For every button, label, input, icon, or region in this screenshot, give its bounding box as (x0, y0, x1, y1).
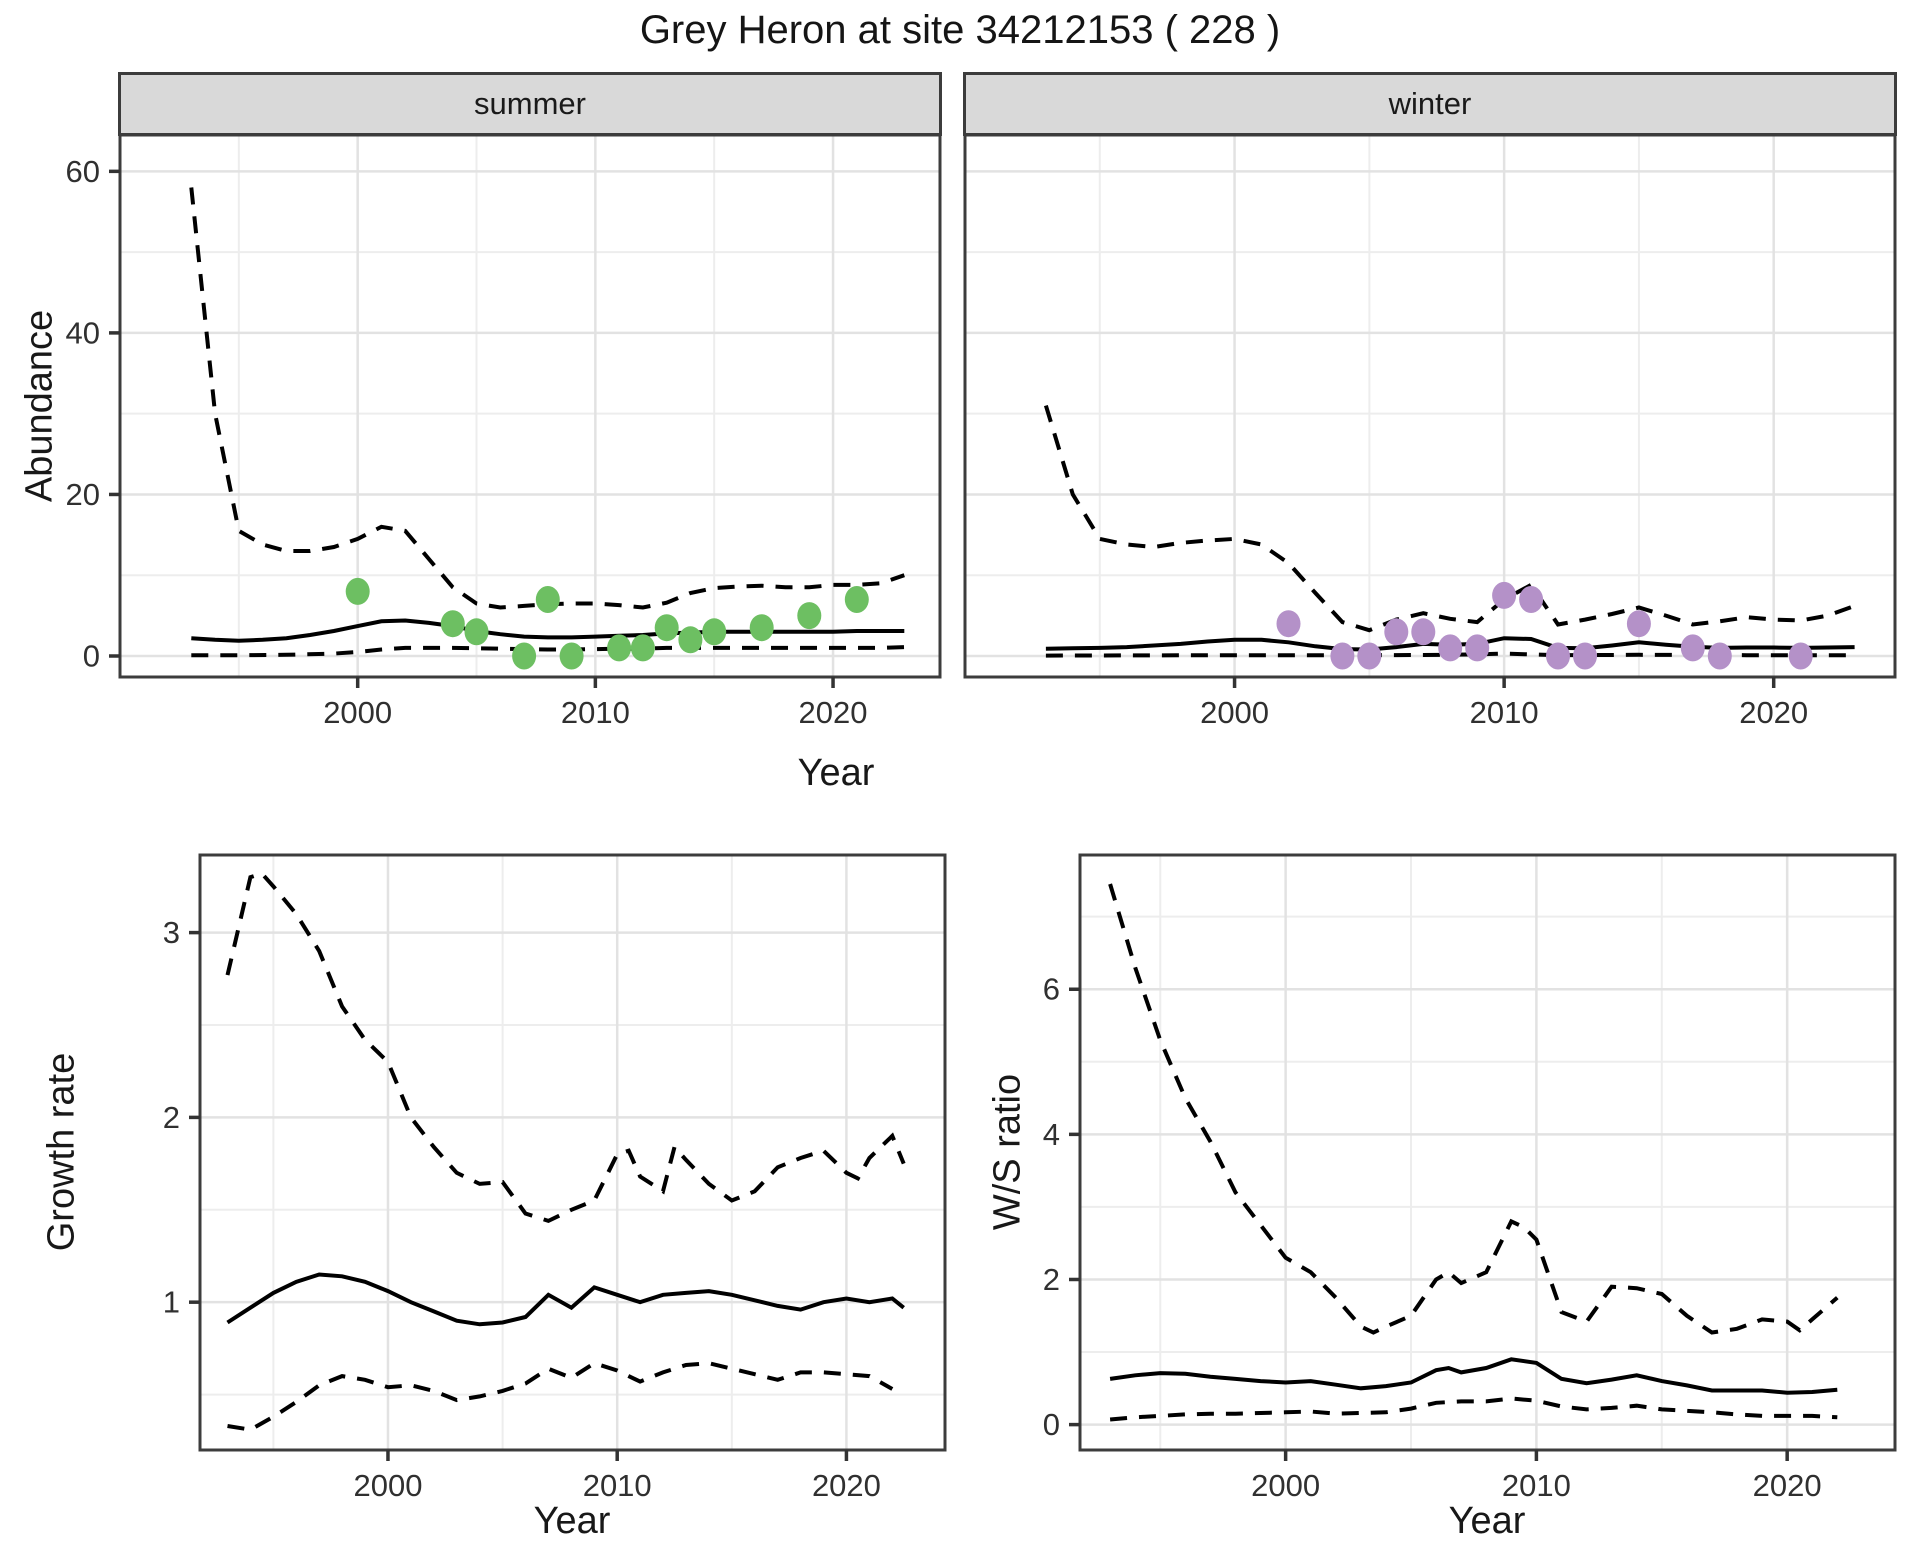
x-tick-label: 2020 (1753, 1468, 1822, 1503)
y-tick-label: 3 (163, 915, 180, 950)
data-point (607, 634, 632, 662)
y-axis-title-growth-rate: Growth rate (40, 1052, 83, 1252)
data-point (1492, 581, 1517, 609)
data-point (702, 618, 727, 646)
y-tick-label: 2 (163, 1100, 180, 1135)
data-point (1573, 642, 1597, 670)
median-line (1109, 1357, 1838, 1395)
facet-strip-summer: summer (118, 72, 942, 136)
data-point (1788, 642, 1813, 670)
y-tick-label: 0 (83, 638, 100, 673)
x-tick-label: 2010 (561, 695, 630, 730)
data-point (1465, 634, 1490, 662)
x-tick-label: 2010 (1502, 1468, 1571, 1503)
series-group (225, 871, 906, 1432)
y-tick-label: 20 (66, 477, 100, 512)
data-point (464, 618, 489, 646)
data-point (797, 602, 822, 630)
data-point (1384, 618, 1409, 646)
lower-ci-line (191, 645, 905, 658)
series-group (1043, 405, 1856, 670)
data-point (559, 642, 584, 670)
data-point (512, 642, 537, 670)
data-point (440, 610, 465, 638)
x-tick-label: 2010 (583, 1468, 652, 1503)
data-point (1411, 618, 1436, 646)
observation-points (345, 577, 869, 670)
observation-points (1276, 581, 1813, 670)
panel-border (198, 853, 947, 1452)
y-tick-label: 0 (1043, 1407, 1060, 1442)
x-axis-title-year-top: Year (797, 752, 875, 794)
x-tick-label: 2000 (1200, 695, 1269, 730)
x-tick-label: 2000 (353, 1468, 422, 1503)
upper-ci-line (1043, 405, 1856, 633)
data-point (1626, 610, 1651, 638)
data-point (345, 577, 370, 605)
lower-ci-line (227, 1361, 894, 1432)
x-tick-label: 2000 (1251, 1468, 1320, 1503)
panel-border (1078, 853, 1897, 1452)
y-tick-label: 2 (1043, 1262, 1060, 1297)
y-tick-label: 4 (1043, 1117, 1060, 1152)
median-line (226, 1272, 905, 1327)
y-tick-label: 60 (66, 154, 100, 189)
facet-strip-winter: winter (963, 72, 1897, 136)
facet-strip-label: summer (474, 86, 586, 121)
x-tick-label: 2020 (812, 1468, 881, 1503)
data-point (535, 586, 560, 613)
y-axis-title-ws-ratio: W/S ratio (986, 1073, 1029, 1231)
panel-abundance-winter: 2000 2010 2020 (963, 133, 1897, 730)
panel-border (118, 133, 942, 679)
data-point (678, 626, 703, 654)
panel-growth-rate: 2000 2010 2020 1 2 3 (163, 853, 947, 1503)
y-axis-title-abundance: Abundance (18, 309, 61, 503)
x-axis-title-year-bottom-right: Year (1448, 1500, 1526, 1542)
data-point (654, 614, 679, 642)
x-tick-label: 2020 (1739, 695, 1808, 730)
data-point (1680, 634, 1705, 662)
lower-ci-line (1109, 1396, 1838, 1422)
y-tick-label: 40 (66, 315, 100, 350)
data-point (1330, 642, 1355, 670)
y-tick-label: 6 (1043, 972, 1060, 1007)
x-tick-label: 2020 (799, 695, 868, 730)
gridlines (1080, 855, 1895, 1450)
median-line (191, 618, 905, 643)
upper-ci-line (225, 871, 906, 1224)
panel-border (963, 133, 1897, 679)
x-tick-label: 2000 (323, 695, 392, 730)
data-point (630, 634, 655, 662)
data-point (1357, 642, 1382, 670)
figure-title: Grey Heron at site 34212153 ( 228 ) (639, 8, 1281, 52)
facet-strip-label: winter (1388, 86, 1472, 121)
data-point (749, 614, 774, 642)
series-group (189, 187, 905, 670)
x-axis-title-year-bottom-left: Year (533, 1500, 611, 1542)
panel-abundance-summer: 2000 2010 2020 0 20 40 60 (66, 133, 942, 730)
data-point (1546, 642, 1570, 670)
series-group (1108, 883, 1839, 1422)
x-tick-label: 2010 (1470, 695, 1539, 730)
upper-ci-line (1108, 883, 1839, 1335)
y-tick-label: 1 (163, 1285, 180, 1320)
gridlines (120, 135, 940, 677)
data-point (844, 586, 869, 613)
upper-ci-line (189, 187, 905, 610)
data-point (1519, 586, 1544, 613)
data-point (1707, 642, 1732, 670)
gridlines (965, 135, 1895, 677)
data-point (1438, 634, 1463, 662)
panel-ws-ratio: 2000 2010 2020 0 2 4 6 (1043, 853, 1897, 1503)
data-point (1276, 610, 1301, 638)
gridlines (200, 855, 945, 1450)
